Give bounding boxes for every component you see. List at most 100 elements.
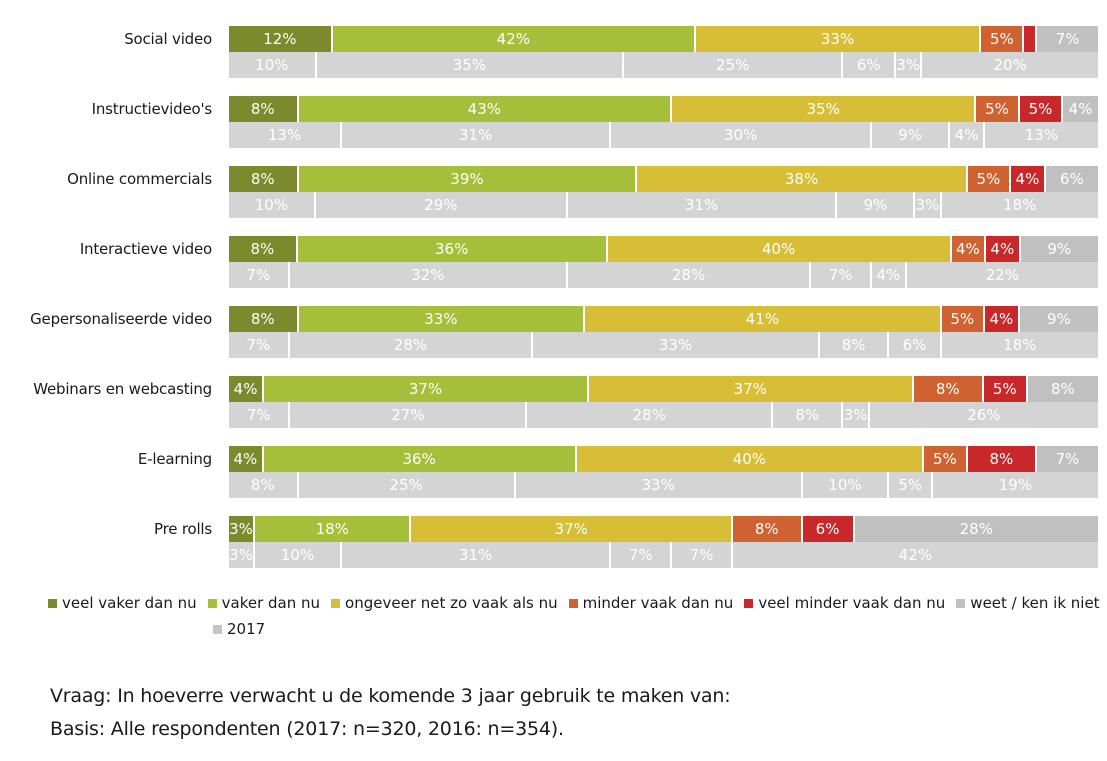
segment-2017-veel-vaker-dan-nu: 7% [229, 332, 290, 358]
segment-2017-veel-vaker-dan-nu: 7% [229, 262, 290, 288]
segment-2017-weet-ken-ik-niet: 18% [941, 332, 1098, 358]
segment-veel-vaker-dan-nu: 8% [229, 236, 298, 262]
segment-ongeveer-net-zo-vaak-als-nu: 37% [588, 376, 914, 402]
segment-veel-vaker-dan-nu: 4% [229, 446, 264, 472]
footnote-question: Vraag: In hoeverre verwacht u de komende… [50, 685, 731, 707]
bar-instructievideo-s: 8% 43% 35% 5% 5% 4% [229, 96, 1098, 122]
segment-2017-ongeveer-net-zo-vaak-als-nu: 31% [341, 542, 612, 568]
segment-veel-vaker-dan-nu: 4% [229, 376, 265, 402]
bar-e-learning: 4% 36% 40% 5% 8% 7% [229, 446, 1098, 472]
segment-2017-ongeveer-net-zo-vaak-als-nu: 30% [611, 122, 873, 148]
segment-vaker-dan-nu: 37% [264, 376, 589, 402]
segment-2017-weet-ken-ik-niet: 13% [984, 122, 1098, 148]
segment-2017-veel-vaker-dan-nu: 10% [229, 52, 317, 78]
bar-2017-online-commercials: 10% 29% 31% 9% 3% 18% [229, 192, 1098, 218]
segment-2017-ongeveer-net-zo-vaak-als-nu: 28% [527, 402, 774, 428]
segment-2017-vaker-dan-nu: 35% [316, 52, 624, 78]
segment-2017-veel-minder-vaak-dan-nu: 6% [889, 332, 942, 358]
segment-2017-minder-vaak-dan-nu: 7% [611, 542, 673, 568]
legend-item-ongeveer-net-zo-vaak-als-nu: ongeveer net zo vaak als nu [331, 594, 558, 612]
segment-weet-ken-ik-niet: 7% [1037, 26, 1098, 52]
segment-vaker-dan-nu: 39% [298, 166, 638, 192]
segment-2017-veel-vaker-dan-nu: 7% [229, 402, 291, 428]
segment-veel-vaker-dan-nu: 8% [229, 96, 299, 122]
segment-2017-ongeveer-net-zo-vaak-als-nu: 33% [533, 332, 820, 358]
segment-veel-minder-vaak-dan-nu: 5% [1019, 96, 1064, 122]
bar-webinars-en-webcasting: 4% 37% 37% 8% 5% 8% [229, 376, 1098, 402]
bar-interactieve-video: 8% 36% 40% 4% 4% 9% [229, 236, 1098, 262]
segment-minder-vaak-dan-nu: 5% [967, 166, 1012, 192]
segment-2017-veel-minder-vaak-dan-nu: 5% [889, 472, 933, 498]
segment-weet-ken-ik-niet: 6% [1045, 166, 1098, 192]
footnote: Vraag: In hoeverre verwacht u de komende… [50, 680, 731, 746]
segment-2017-veel-vaker-dan-nu: 8% [229, 472, 299, 498]
segment-2017-veel-minder-vaak-dan-nu: 4% [950, 122, 985, 148]
bar-pre-rolls: 3% 18% 37% 8% 6% 28% [229, 516, 1098, 542]
legend-swatch [207, 598, 217, 608]
segment-weet-ken-ik-niet: 9% [1019, 306, 1098, 332]
segment-weet-ken-ik-niet: 28% [854, 516, 1098, 542]
legend-item-vaker-dan-nu: vaker dan nu [207, 594, 321, 612]
segment-vaker-dan-nu: 42% [332, 26, 696, 52]
segment-2017-weet-ken-ik-niet: 42% [732, 542, 1098, 568]
footnote-basis: Basis: Alle respondenten (2017: n=320, 2… [50, 718, 564, 740]
segment-weet-ken-ik-niet: 8% [1027, 376, 1098, 402]
legend-swatch [213, 624, 222, 634]
segment-vaker-dan-nu: 43% [298, 96, 673, 122]
segment-2017-vaker-dan-nu: 32% [289, 262, 568, 288]
segment-2017-weet-ken-ik-niet: 19% [932, 472, 1098, 498]
segment-minder-vaak-dan-nu: 5% [941, 306, 985, 332]
segment-vaker-dan-nu: 18% [255, 516, 412, 542]
segment-minder-vaak-dan-nu: 4% [951, 236, 987, 262]
bar-2017-interactieve-video: 7% 32% 28% 7% 4% 22% [229, 262, 1098, 288]
legend-item-veel-vaker-dan-nu: veel vaker dan nu [48, 594, 197, 612]
legend-swatch [48, 598, 57, 608]
segment-vaker-dan-nu: 36% [297, 236, 608, 262]
chart-legend: veel vaker dan nu vaker dan nu ongeveer ne… [48, 592, 1107, 640]
legend-swatch [568, 598, 578, 608]
segment-2017-weet-ken-ik-niet: 26% [869, 402, 1098, 428]
segment-veel-minder-vaak-dan-nu: 5% [983, 376, 1028, 402]
segment-ongeveer-net-zo-vaak-als-nu: 37% [411, 516, 733, 542]
category-label-online-commercials: Online commercials [67, 170, 212, 188]
bar-2017-gepersonaliseerde-video: 7% 28% 33% 8% 6% 18% [229, 332, 1098, 358]
stacked-bar-chart: Social video 12% 42% 33% 5% 7% 10% 35% 25% 6% 3% 20… [30, 26, 1098, 568]
category-label-e-learning: E-learning [137, 450, 212, 468]
segment-ongeveer-net-zo-vaak-als-nu: 40% [576, 446, 925, 472]
legend-label: vaker dan nu [221, 594, 321, 612]
segment-minder-vaak-dan-nu: 5% [924, 446, 968, 472]
legend-swatch [331, 598, 341, 608]
legend-item-veel-minder-vaak-dan-nu: veel minder vaak dan nu [744, 594, 945, 612]
segment-ongeveer-net-zo-vaak-als-nu: 40% [607, 236, 952, 262]
segment-2017-minder-vaak-dan-nu: 9% [872, 122, 951, 148]
segment-2017-weet-ken-ik-niet: 22% [906, 262, 1098, 288]
segment-weet-ken-ik-niet: 9% [1020, 236, 1098, 262]
category-label-instructievideo-s: Instructievideo's [91, 100, 213, 118]
legend-item-2017: 2017 [213, 620, 265, 638]
segment-ongeveer-net-zo-vaak-als-nu: 33% [695, 26, 982, 52]
segment-vaker-dan-nu: 36% [263, 446, 577, 472]
segment-2017-weet-ken-ik-niet: 18% [941, 192, 1098, 218]
category-label-interactieve-video: Interactieve video [79, 240, 212, 258]
segment-veel-minder-vaak-dan-nu: 4% [986, 236, 1021, 262]
segment-2017-minder-vaak-dan-nu: 7% [811, 262, 873, 288]
segment-2017-minder-vaak-dan-nu: 9% [837, 192, 916, 218]
segment-2017-veel-vaker-dan-nu: 3% [229, 542, 256, 568]
segment-2017-veel-vaker-dan-nu: 13% [229, 122, 342, 148]
segment-2017-vaker-dan-nu: 25% [298, 472, 516, 498]
segment-2017-weet-ken-ik-niet: 20% [922, 52, 1098, 78]
legend-row: 2017 [48, 618, 1107, 640]
segment-2017-minder-vaak-dan-nu: 8% [773, 402, 844, 428]
segment-2017-vaker-dan-nu: 27% [290, 402, 528, 428]
legend-item-minder-vaak-dan-nu: minder vaak dan nu [568, 594, 733, 612]
bar-online-commercials: 8% 39% 38% 5% 4% 6% [229, 166, 1098, 192]
bar-gepersonaliseerde-video: 8% 33% 41% 5% 4% 9% [229, 306, 1098, 332]
category-label-pre-rolls: Pre rolls [154, 520, 212, 538]
legend-label: 2017 [227, 620, 266, 638]
segment-veel-minder-vaak-dan-nu: 8% [967, 446, 1038, 472]
legend-label: ongeveer net zo vaak als nu [345, 594, 558, 612]
legend-swatch [744, 598, 754, 608]
segment-veel-minder-vaak-dan-nu: 4% [1011, 166, 1046, 192]
segment-2017-veel-minder-vaak-dan-nu: 3% [915, 192, 942, 218]
segment-2017-minder-vaak-dan-nu: 10% [802, 472, 890, 498]
